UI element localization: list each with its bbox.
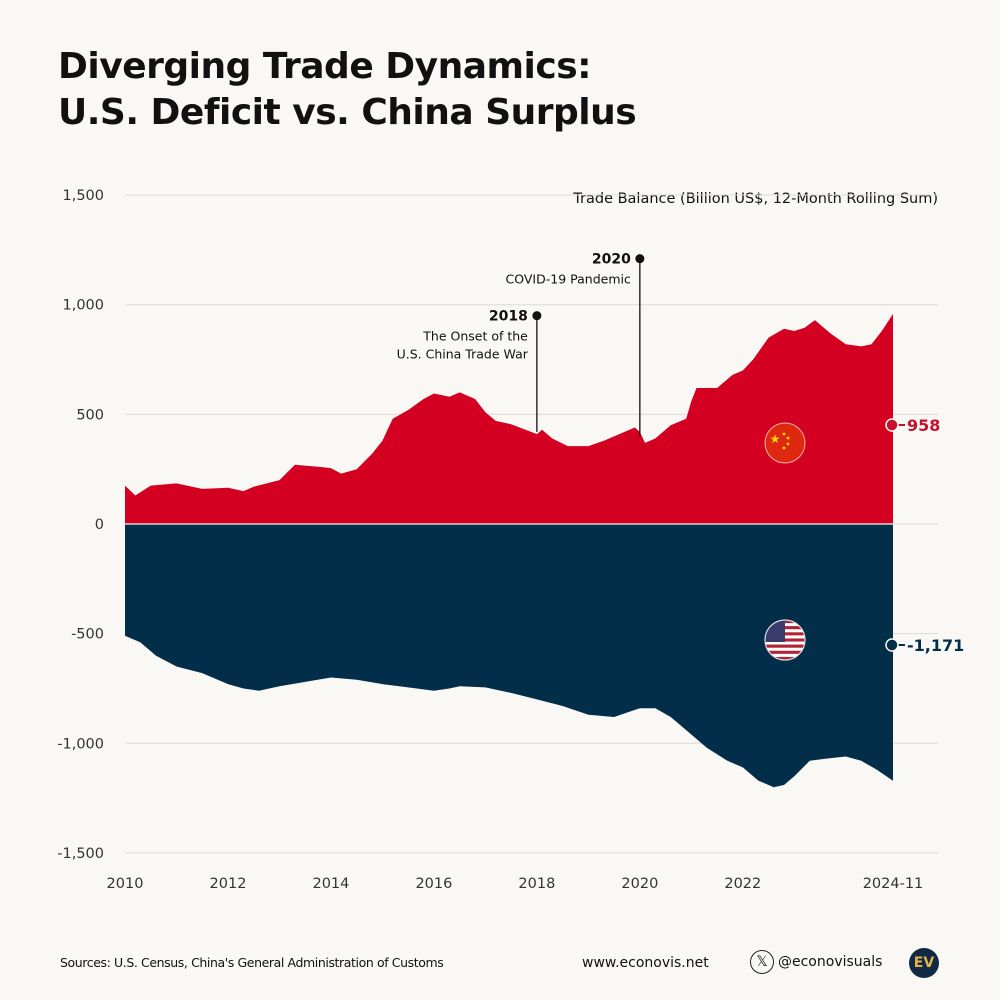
x-tick-label: 2022 [724, 876, 761, 892]
x-tick-label: 2024-11 [863, 876, 924, 892]
x-tick-label: 2016 [415, 876, 452, 892]
x-tick-label: 2010 [107, 876, 144, 892]
handle-text: @econovisuals [778, 954, 883, 970]
y-tick-label: 0 [95, 517, 104, 533]
x-tick-label: 2018 [518, 876, 555, 892]
star-icon [782, 446, 786, 450]
annotation-dot [532, 311, 542, 321]
us-flag-icon [764, 619, 806, 661]
us-end-label: -1,171 [907, 636, 964, 655]
end-marker-dot [885, 638, 899, 652]
title-line-1: Diverging Trade Dynamics: [58, 46, 592, 87]
china-flag-circle [764, 422, 806, 464]
china-flag-icon: ★ [764, 422, 806, 464]
china-end-label: 958 [907, 416, 940, 435]
annotation-text: U.S. China Trade War [397, 347, 529, 362]
us-flag-stripe [765, 647, 805, 651]
annotation-dot [635, 254, 645, 264]
star-icon [782, 432, 786, 436]
us-flag-stripe [765, 656, 805, 660]
y-tick-label: 500 [76, 407, 104, 423]
chart-title: Diverging Trade Dynamics: U.S. Deficit v… [58, 44, 637, 136]
x-tick-label: 2020 [621, 876, 658, 892]
annotation-year: 2018 [489, 309, 528, 325]
y-tick-label: 1,500 [62, 188, 104, 204]
us-area [125, 524, 893, 788]
title-line-2: U.S. Deficit vs. China Surplus [58, 92, 637, 133]
end-marker-dot [885, 418, 899, 432]
china-area [125, 313, 893, 524]
annotation-year: 2020 [592, 252, 631, 268]
website-link[interactable]: www.econovis.net [582, 955, 709, 971]
y-tick-label: -1,500 [57, 846, 104, 862]
star-icon [786, 442, 790, 446]
y-axis-label: Trade Balance (Billion US$, 12-Month Rol… [572, 191, 938, 207]
x-tick-label: 2014 [312, 876, 349, 892]
us-flag-stripe [765, 644, 805, 648]
star-icon: ★ [770, 432, 781, 446]
sources-text: Sources: U.S. Census, China's General Ad… [60, 955, 444, 970]
us-flag-border [764, 619, 806, 661]
ev-logo: EV [909, 948, 939, 978]
us-flag-stripe [765, 650, 805, 655]
social-handle[interactable]: 𝕏 @econovisuals [750, 950, 882, 974]
y-tick-label: -1,000 [57, 736, 104, 752]
annotation-text: COVID-19 Pandemic [506, 272, 631, 287]
us-flag-stripe [765, 641, 805, 645]
x-tick-label: 2012 [210, 876, 247, 892]
star-icon [786, 436, 790, 440]
annotation-text: The Onset of the [422, 329, 528, 344]
y-tick-label: -500 [71, 627, 104, 643]
us-flag-stripe [765, 653, 805, 658]
y-tick-label: 1,000 [62, 298, 104, 314]
x-logo-icon: 𝕏 [750, 950, 774, 974]
